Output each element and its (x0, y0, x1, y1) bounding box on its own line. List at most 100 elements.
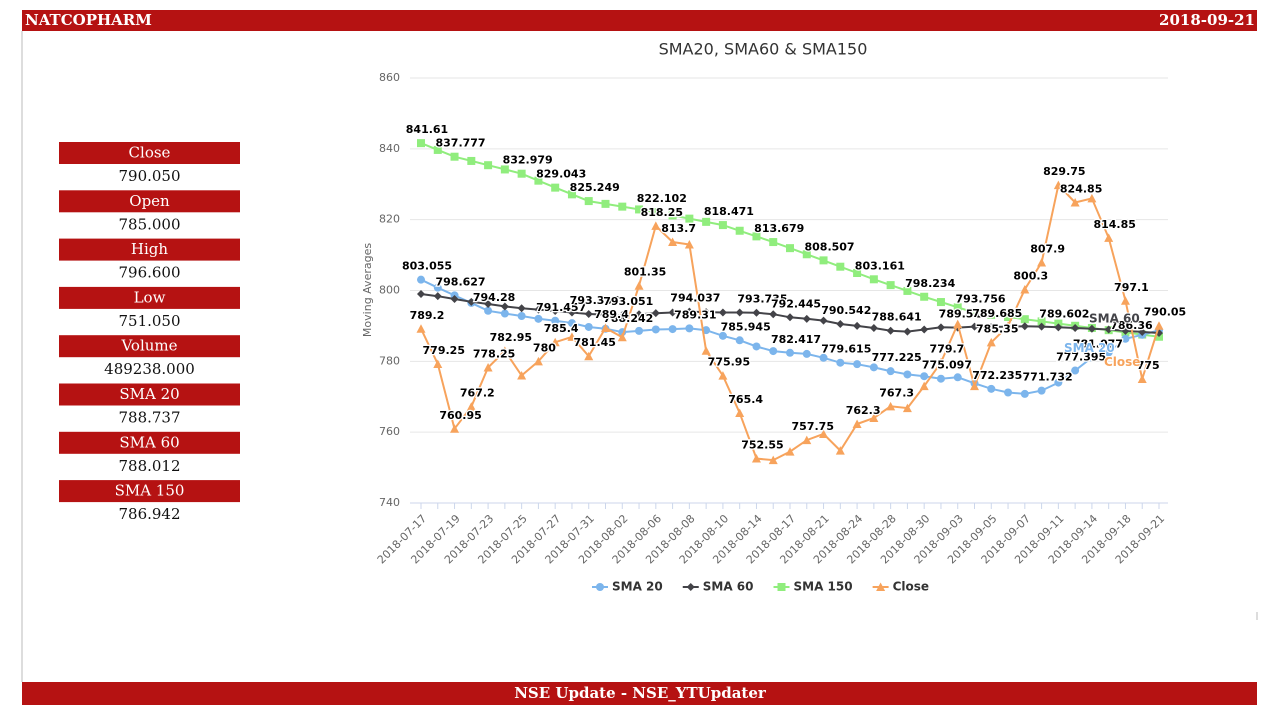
symbol: NATCOPHARM (25, 11, 152, 29)
panel-label: Open (129, 192, 170, 210)
marker (618, 311, 627, 320)
y-tick-label: 780 (379, 354, 400, 367)
marker (953, 303, 962, 312)
data-label: 813.679 (754, 222, 804, 235)
series-end-label: Close (1104, 355, 1140, 369)
panel-label-box (59, 383, 240, 406)
marker (1037, 386, 1046, 395)
marker (702, 308, 711, 317)
marker (417, 275, 425, 284)
marker (1137, 374, 1147, 384)
y-axis-label: Moving Averages (361, 243, 374, 337)
marker (852, 419, 862, 429)
marker (450, 424, 460, 433)
data-label: 780 (533, 341, 556, 354)
marker (902, 403, 912, 413)
data-label: 781.077 (1073, 338, 1123, 351)
marker (970, 381, 979, 391)
marker (886, 326, 895, 335)
data-label: 779.25 (423, 344, 465, 357)
marker (651, 325, 660, 334)
marker (1020, 389, 1029, 398)
legend-label: SMA 20 (612, 580, 663, 594)
data-label: 777.395 (1056, 351, 1106, 364)
data-label: 822.102 (637, 192, 687, 205)
marker (919, 381, 929, 391)
data-label: 767.2 (460, 387, 495, 400)
legend-label: SMA 60 (703, 580, 754, 594)
marker (1004, 312, 1013, 321)
marker (517, 371, 527, 380)
marker (970, 322, 979, 331)
data-label: 767.3 (879, 386, 914, 399)
marker (596, 583, 604, 591)
marker (869, 363, 878, 372)
panel-label: High (131, 240, 168, 258)
marker (853, 321, 862, 330)
marker (467, 297, 476, 306)
data-label: 797.1 (1114, 281, 1149, 294)
marker (903, 286, 912, 295)
marker (718, 308, 727, 317)
marker (601, 199, 610, 208)
marker (635, 326, 644, 335)
marker (484, 306, 493, 315)
marker (668, 308, 677, 317)
data-label: 793.735 (737, 293, 787, 306)
data-label: 772.235 (972, 369, 1022, 382)
marker (433, 359, 443, 368)
panel-label-box (59, 142, 240, 164)
marker (567, 332, 577, 341)
footer-bar (22, 682, 1257, 705)
marker (651, 309, 660, 318)
data-label: 837.777 (435, 137, 485, 150)
marker (836, 319, 845, 328)
marker (786, 313, 794, 322)
marker (752, 232, 761, 241)
legend-label: SMA 150 (794, 580, 853, 594)
marker (1053, 180, 1063, 190)
marker (836, 358, 845, 367)
data-label: 782.95 (490, 331, 532, 344)
marker (936, 323, 945, 332)
marker (634, 281, 644, 290)
marker (869, 324, 878, 333)
marker (735, 336, 744, 345)
data-label: 832.979 (503, 154, 553, 167)
marker (1070, 197, 1080, 207)
marker (869, 275, 878, 284)
series-end-label: SMA 20 (1064, 341, 1115, 355)
data-label: 781.45 (574, 336, 616, 349)
marker (1020, 315, 1029, 324)
marker (534, 314, 543, 323)
data-label: 792.445 (771, 297, 821, 310)
y-tick-label: 760 (379, 425, 400, 438)
marker (550, 337, 560, 347)
marker (886, 401, 896, 411)
marker (1138, 327, 1147, 336)
marker (751, 454, 761, 463)
data-label: 790.05 (1144, 306, 1186, 319)
panel-label-box (59, 480, 240, 503)
y-tick-label: 840 (379, 142, 400, 155)
panel-label-box (59, 238, 240, 261)
marker (869, 413, 879, 422)
marker (551, 183, 560, 192)
y-tick-label: 820 (379, 213, 400, 226)
data-label: 789.31 (674, 308, 716, 321)
panel-value: 786.942 (118, 505, 180, 523)
marker (433, 292, 442, 301)
marker (668, 237, 678, 246)
marker (651, 208, 660, 217)
data-label: 779.7 (930, 342, 965, 355)
marker (876, 582, 886, 591)
marker (417, 139, 425, 148)
marker (533, 356, 543, 366)
data-label: 789.4 (594, 308, 629, 321)
marker (584, 322, 593, 331)
panel-label-box (59, 190, 240, 213)
panel-value: 785.000 (118, 215, 180, 233)
data-label: 786.36 (1110, 319, 1153, 332)
data-label: 757.75 (792, 420, 834, 433)
series-end-label: SMA 60 (1089, 311, 1140, 325)
